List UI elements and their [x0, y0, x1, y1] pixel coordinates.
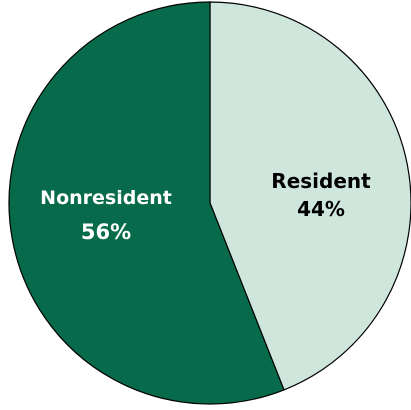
pie-slice-resident [209, 1, 411, 391]
slice-label-nonresident: Nonresident [40, 187, 172, 209]
slice-value-nonresident: 56% [81, 220, 131, 244]
slice-label-resident: Resident [271, 169, 371, 193]
pie-slice-nonresident [8, 1, 285, 405]
slice-value-resident: 44% [297, 197, 345, 221]
